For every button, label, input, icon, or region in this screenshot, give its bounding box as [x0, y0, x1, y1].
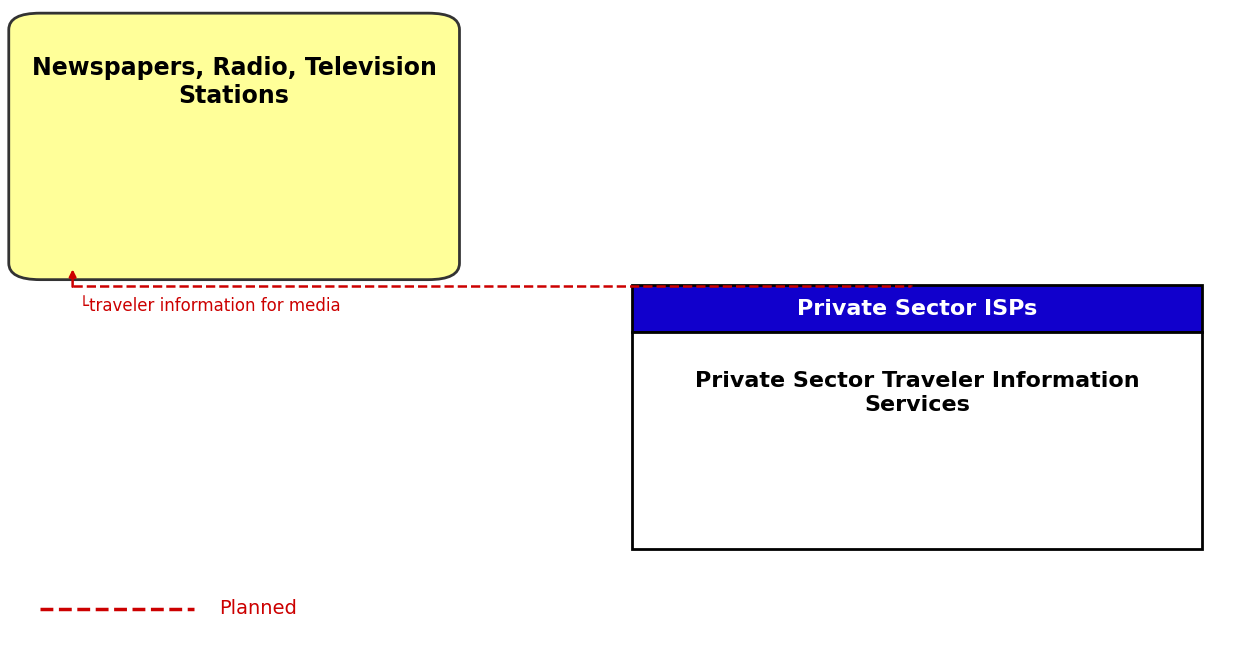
Text: └traveler information for media: └traveler information for media	[79, 297, 341, 315]
Text: Planned: Planned	[219, 599, 297, 618]
FancyBboxPatch shape	[632, 332, 1202, 549]
Text: Private Sector Traveler Information
Services: Private Sector Traveler Information Serv…	[695, 372, 1139, 415]
FancyBboxPatch shape	[632, 285, 1202, 332]
FancyBboxPatch shape	[9, 13, 459, 280]
Text: Newspapers, Radio, Television
Stations: Newspapers, Radio, Television Stations	[31, 56, 437, 108]
Text: Private Sector ISPs: Private Sector ISPs	[798, 299, 1037, 318]
